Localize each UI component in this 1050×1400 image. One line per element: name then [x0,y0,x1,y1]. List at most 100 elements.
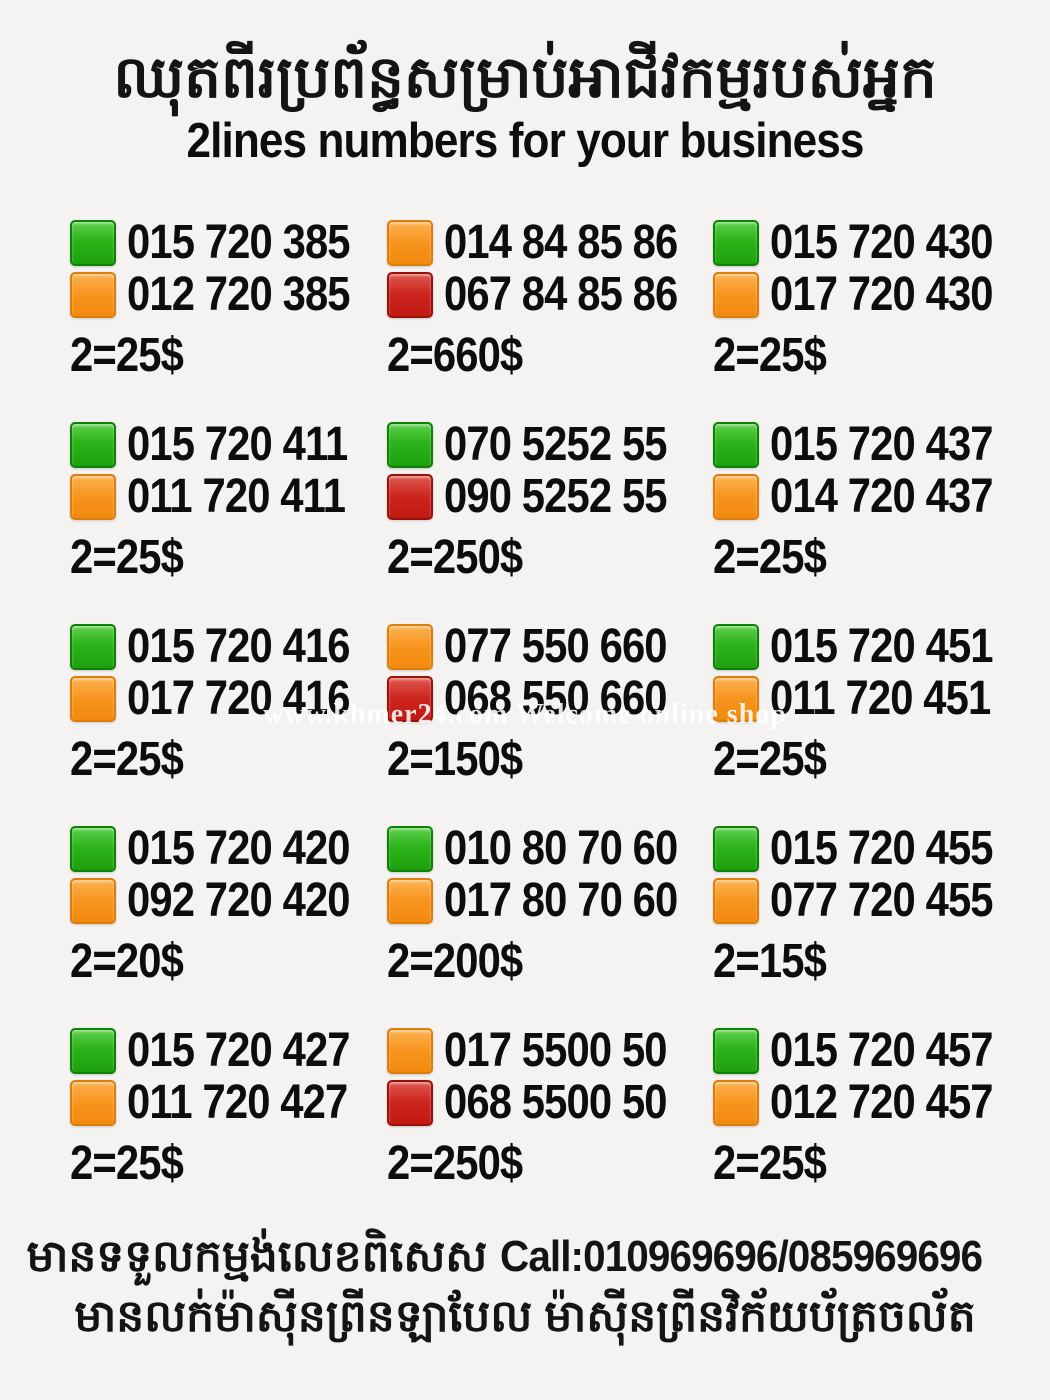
sim-color-square [713,1080,759,1126]
number-pair-card: 015 720 420 092 720 420 2=20$ [70,822,387,986]
sim-color-square [70,878,116,924]
number-row: 014 720 437 [713,470,1030,523]
phone-number: 068 5500 50 [444,1076,668,1129]
pair-price: 2=25$ [713,329,827,382]
pair-price: 2=20$ [70,935,184,988]
sim-color-square [713,826,759,872]
number-pair-card: 015 720 427 011 720 427 2=25$ [70,1024,387,1188]
sim-color-square [70,1028,116,1074]
pair-price: 2=25$ [713,531,827,584]
sim-color-square [70,624,116,670]
phone-number: 015 720 430 [770,216,994,269]
number-pair-card: 014 84 85 86 067 84 85 86 2=660$ [387,219,713,380]
sim-color-square [387,624,433,670]
pair-price: 2=25$ [70,1137,184,1190]
number-row: 010 80 70 60 [387,825,713,873]
number-row: 015 720 437 [713,418,1030,471]
phone-number: 077 550 660 [444,620,668,673]
number-row: 017 720 416 [70,672,387,725]
sim-color-square [387,1028,433,1074]
number-row: 011 720 411 [70,473,387,521]
sim-color-square [70,220,116,266]
number-row: 090 5252 55 [387,470,713,523]
number-grid: 015 720 385 012 720 385 2=25$ 014 84 85 … [70,216,1030,1188]
number-row: 011 720 451 [713,672,1030,725]
sim-color-square [387,1080,433,1126]
pair-price: 2=25$ [713,733,827,786]
number-pair-card: 015 720 451 011 720 451 2=25$ [713,620,1030,784]
sim-color-square [70,422,116,468]
phone-number: 011 720 451 [770,672,991,725]
footer-printer-line: មានលក់ម៉ាស៊ីនព្រីនឡាបែល ម៉ាស៊ីនព្រីនវិក័… [74,1292,976,1341]
number-row: 012 720 457 [713,1079,1030,1127]
phone-number: 017 80 70 60 [444,874,678,927]
footer-order-khmer-text: មានទទួលកម្មង់លេខពិសេស [26,1232,488,1281]
pair-price: 2=150$ [387,733,523,786]
number-pair-card: 015 720 455 077 720 455 2=15$ [713,822,1030,986]
number-row: 092 720 420 [70,874,387,927]
sim-color-square [713,220,759,266]
page-title-khmer: ឈុតពីរប្រព័ន្ធសម្រាប់អាជីវកម្មរបស់អ្នក [113,45,937,110]
phone-number: 015 720 411 [127,418,348,471]
phone-number: 017 720 416 [127,672,351,725]
phone-number: 015 720 385 [127,216,351,269]
number-pair-card: 015 720 430 017 720 430 2=25$ [713,216,1030,380]
sim-color-square [713,878,759,924]
number-pair-card: 015 720 411 011 720 411 2=25$ [70,418,387,582]
sim-color-square [713,422,759,468]
phone-number: 077 720 455 [770,874,994,927]
pair-price: 2=250$ [387,1137,523,1190]
phone-number: 015 720 416 [127,620,351,673]
number-row: 015 720 385 [70,216,387,269]
number-row: 017 5500 50 [387,1024,713,1077]
sim-color-square [70,676,116,722]
phone-number: 017 720 430 [770,268,994,321]
phone-number: 015 720 427 [127,1024,351,1077]
phone-number: 090 5252 55 [444,470,668,523]
number-row: 011 720 427 [70,1076,387,1129]
sim-color-square [713,624,759,670]
number-row: 067 84 85 86 [387,268,713,321]
sim-color-square [387,878,433,924]
number-row: 015 720 451 [713,620,1030,673]
phone-number: 014 720 437 [770,470,994,523]
number-row: 015 720 420 [70,822,387,875]
pair-price: 2=25$ [713,1137,827,1190]
phone-number: 092 720 420 [127,874,351,927]
phone-number: 067 84 85 86 [444,268,678,321]
phone-number: 015 720 451 [770,620,994,673]
sim-color-square [713,676,759,722]
phone-number: 012 720 385 [127,268,351,321]
number-row: 070 5252 55 [387,421,713,469]
sim-color-square [387,272,433,318]
number-pair-card: 010 80 70 60 017 80 70 60 2=200$ [387,825,713,986]
phone-number: 017 5500 50 [444,1024,668,1077]
sim-color-square [387,826,433,872]
sim-color-square [387,220,433,266]
phone-number: 015 720 420 [127,822,351,875]
number-pair-card: 015 720 457 012 720 457 2=25$ [713,1024,1030,1188]
number-row: 068 550 660 [387,672,713,725]
phone-number: 011 720 427 [127,1076,348,1129]
pair-price: 2=25$ [70,733,184,786]
phone-number: 015 720 457 [770,1024,994,1077]
number-pair-card: 070 5252 55 090 5252 55 2=250$ [387,421,713,582]
phone-number: 015 720 437 [770,418,994,471]
number-pair-card: 077 550 660 068 550 660 2=150$ [387,620,713,784]
pair-price: 2=25$ [70,329,184,382]
sim-color-square [713,1028,759,1074]
pair-price: 2=200$ [387,935,523,988]
sim-color-square [70,826,116,872]
sim-color-square [70,1080,116,1126]
footer-order-line: មានទទួលកម្មង់លេខពិសេស Call:010969696/085… [0,1228,1050,1286]
number-row: 014 84 85 86 [387,219,713,267]
sim-color-square [713,272,759,318]
phone-number: 015 720 455 [770,822,994,875]
number-row: 015 720 457 [713,1024,1030,1077]
phone-number: 068 550 660 [444,672,668,725]
footer-call-numbers: Call:010969696/085969696 [499,1232,983,1281]
number-row: 015 720 427 [70,1024,387,1077]
number-pair-card: 017 5500 50 068 5500 50 2=250$ [387,1024,713,1188]
number-row: 068 5500 50 [387,1076,713,1129]
